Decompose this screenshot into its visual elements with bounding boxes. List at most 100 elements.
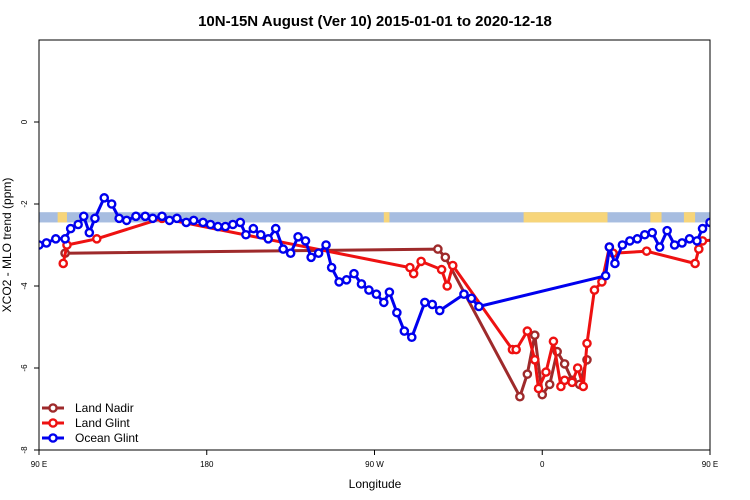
legend-label: Land Nadir [75,401,134,415]
data-point [719,227,726,234]
data-point [529,354,540,365]
data-point [567,377,577,388]
y-axis: 0 -2 -4 -6 -8 [20,119,39,454]
data-point [582,338,592,349]
data-point [306,252,316,263]
data-point [263,234,274,244]
data-point [41,238,52,248]
data-point [727,217,734,224]
data-point [632,234,643,244]
y-tick-label: -6 [20,364,29,372]
y-tick-label: -4 [20,282,29,290]
data-point [379,297,389,308]
series-ocean-glint [39,193,747,343]
data-point [50,234,61,244]
series-layer [39,193,747,402]
data-point [371,289,382,300]
data-point [559,375,570,386]
land-band-segment [683,212,696,223]
data-point [522,326,533,336]
data-point [515,391,525,402]
data-point [442,281,452,291]
data-point [270,223,281,234]
data-point [65,223,76,234]
data-point [589,285,600,295]
y-tick-label: 0 [20,119,29,124]
data-point [692,236,702,246]
data-point [604,242,615,252]
data-point [198,217,208,228]
data-point [334,277,344,287]
land-band-segment [383,212,390,223]
data-point [694,244,704,254]
data-point [90,213,100,224]
data-point [406,332,417,343]
data-point [533,383,544,394]
data-point [420,297,430,308]
land-band-segment [650,212,662,223]
legend-label: Ocean Glint [75,431,139,445]
data-point [572,363,583,373]
x-tick-label: 90 E [702,460,718,469]
data-point [559,359,570,369]
series-land-nadir [60,244,592,402]
data-point [300,236,311,246]
data-point [416,256,426,267]
data-point [392,307,402,318]
data-point [278,244,288,254]
land-band-segment [57,212,67,223]
data-point [544,379,555,390]
series-line [65,247,589,399]
data-point [99,193,110,203]
data-point [639,229,650,240]
y-tick-label: -8 [20,446,29,454]
data-point [662,225,672,236]
x-tick-label: 90 W [365,460,384,469]
data-point [164,215,175,226]
ocean-band [39,212,710,223]
land-band-segment [523,212,608,223]
data-point [157,211,167,222]
x-axis: 90 E 180 90 W 0 90 E [31,450,718,469]
data-point [641,246,652,256]
data-point [91,234,102,244]
data-point [241,229,251,240]
data-point [131,211,141,222]
data-point [147,213,158,224]
data-point [434,305,445,316]
data-point [364,285,374,295]
data-point [474,301,484,312]
data-point [617,240,628,250]
data-point [654,242,665,252]
data-point [205,219,216,230]
data-point [734,194,741,201]
data-point [522,369,533,379]
data-point [121,215,132,226]
data-point [548,336,559,347]
x-tick-label: 0 [540,460,545,469]
data-point [705,217,710,228]
data-point [181,217,192,228]
data-point [321,240,331,250]
data-point [114,213,124,224]
data-point [326,262,337,273]
data-point [60,234,70,244]
data-point [669,240,680,250]
data-point [73,219,83,230]
data-point [356,279,367,289]
chart-title: 10N-15N August (Ver 10) 2015-01-01 to 20… [198,13,552,30]
data-point [78,211,89,222]
data-point [684,234,695,244]
data-point [172,213,182,224]
data-point [578,381,589,392]
data-point [625,236,635,246]
data-point [220,221,231,232]
data-point [511,344,521,355]
legend-swatch-marker [48,433,58,443]
data-point [285,248,296,258]
legend-item: Ocean Glint [42,431,139,445]
data-point [399,326,410,336]
data-point [740,200,747,207]
legend-item: Land Glint [42,416,130,430]
